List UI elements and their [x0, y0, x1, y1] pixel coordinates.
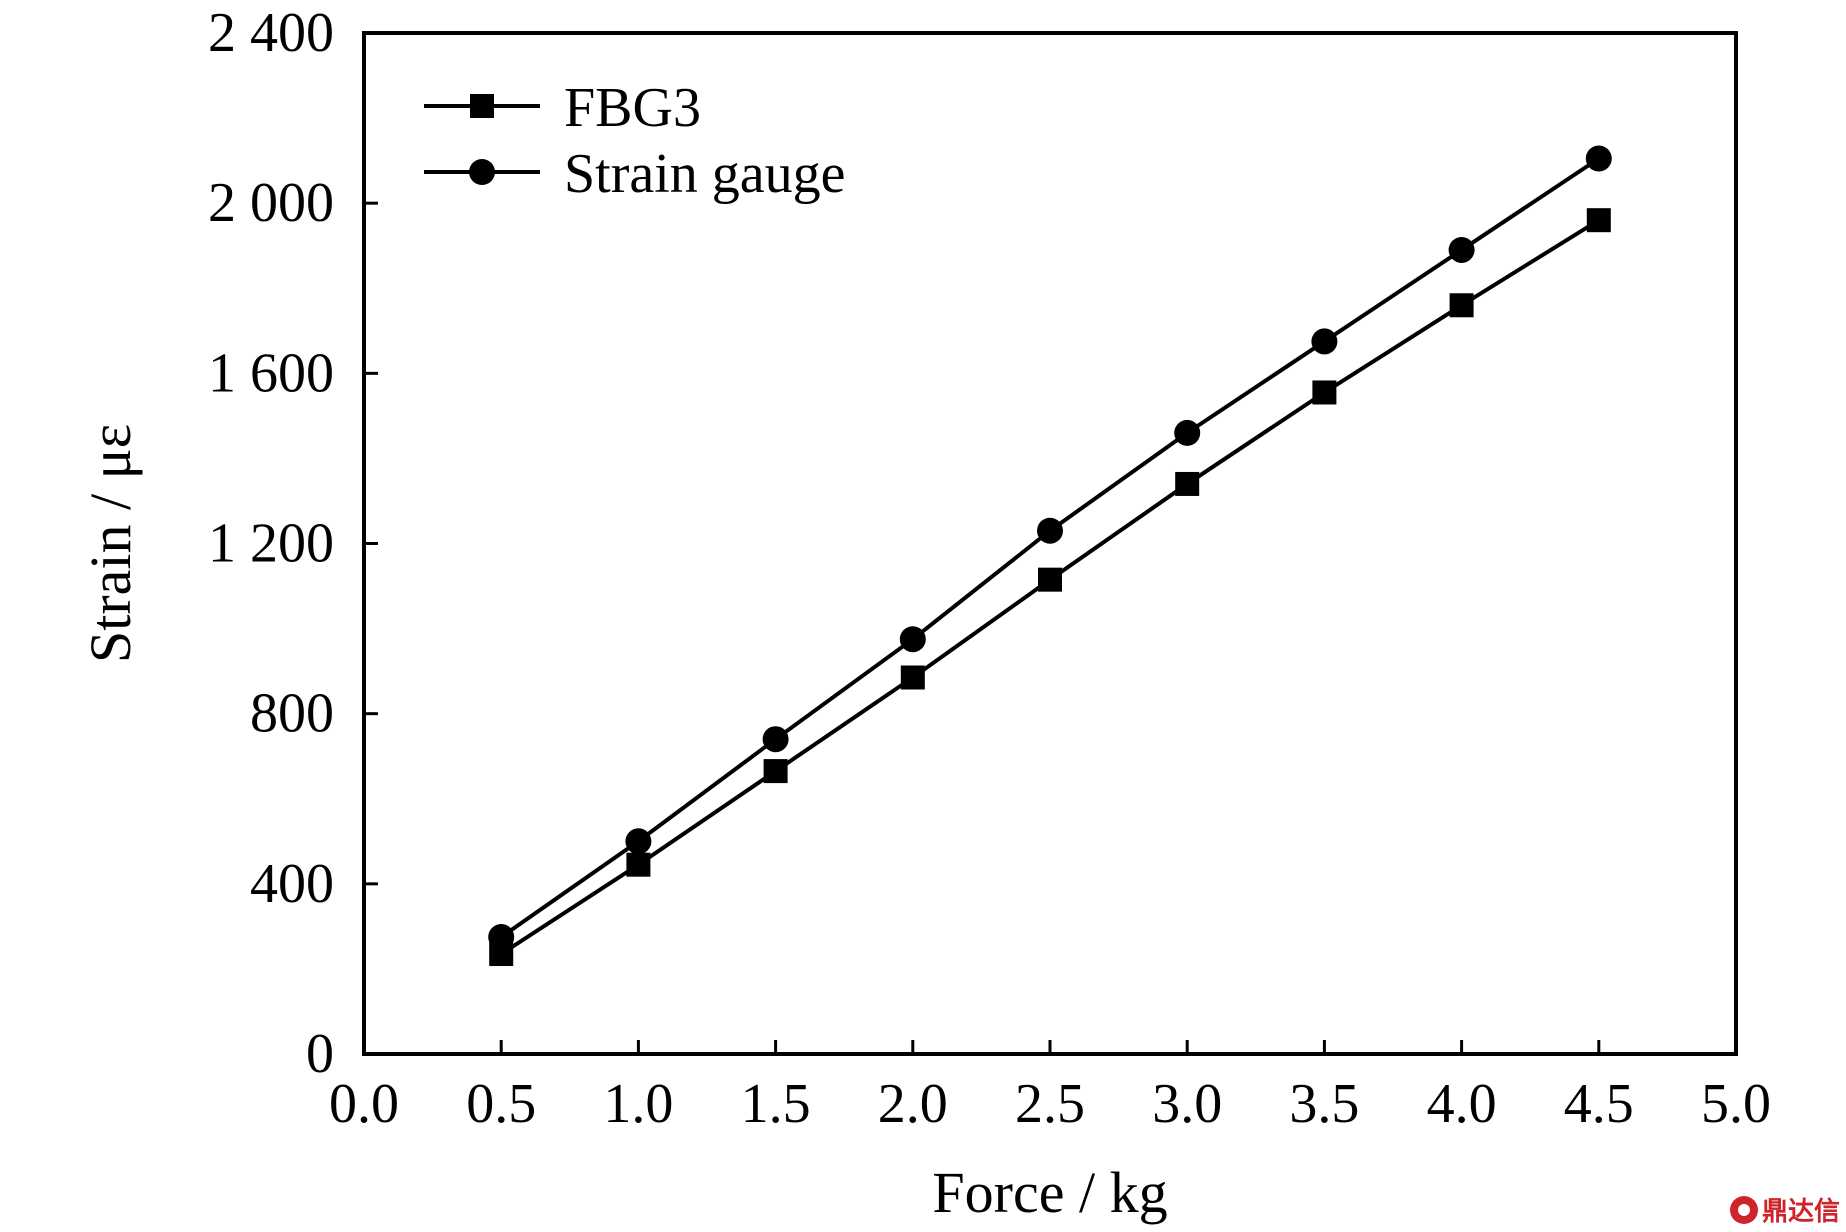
circle-marker: [1448, 236, 1475, 263]
x-tick-label: 3.5: [1289, 1073, 1359, 1135]
y-tick-label: 1 600: [208, 342, 334, 404]
x-tick-label: 0.0: [329, 1073, 399, 1135]
x-tick-label: 4.0: [1427, 1073, 1497, 1135]
square-marker: [900, 665, 925, 690]
circle-marker: [488, 924, 515, 951]
square-marker: [1586, 208, 1611, 233]
y-tick-label: 800: [250, 683, 334, 745]
series-group: [488, 145, 1612, 967]
axes: 0.0 0.5 1.0 1.5 2.0 2.5 3.0 3.5 4.0 4.5 5.0 0 400 800…: [78, 2, 1771, 1225]
legend-label: FBG3: [564, 77, 701, 139]
x-tick-label: 2.0: [878, 1073, 948, 1135]
x-axis-title: Force / kg: [932, 1160, 1167, 1225]
watermark-logo-icon: [1729, 1195, 1758, 1224]
legend-label: Strain gauge: [564, 143, 845, 205]
series-line: [500, 156, 1600, 939]
series-strain-gauge: [488, 145, 1612, 951]
watermark-text: 鼎达信: [1761, 1197, 1840, 1227]
y-tick-label: 2 400: [208, 2, 334, 64]
legend-circle-marker: [469, 159, 495, 185]
circle-marker: [762, 726, 789, 753]
x-tick-label: 2.5: [1015, 1073, 1085, 1135]
circle-marker: [1311, 328, 1338, 355]
circle-marker: [1037, 517, 1063, 544]
legend-item: Strain gauge: [424, 143, 845, 205]
x-tick-label: 4.5: [1564, 1073, 1634, 1135]
watermark: 鼎达信: [1729, 1191, 1840, 1228]
y-tick-label: 400: [250, 853, 334, 915]
x-tick-label: 1.0: [603, 1073, 673, 1135]
circle-marker: [899, 626, 926, 653]
y-tick-label: 2 000: [208, 172, 334, 234]
square-marker: [626, 852, 651, 877]
x-tick-label: 3.0: [1152, 1073, 1222, 1135]
square-marker: [1175, 471, 1200, 496]
circle-marker: [625, 828, 652, 855]
circle-marker: [1585, 145, 1612, 172]
x-tick-label: 0.5: [466, 1073, 536, 1135]
x-tick-label: 5.0: [1701, 1073, 1771, 1135]
series-fbg3: [489, 208, 1611, 967]
legend-square-marker: [470, 94, 494, 118]
square-marker: [1449, 293, 1474, 318]
square-marker: [763, 759, 788, 784]
legend-item: FBG3: [424, 77, 701, 139]
y-tick-label: 0: [306, 1023, 334, 1085]
square-marker: [1312, 380, 1337, 405]
square-marker: [1038, 567, 1062, 592]
y-tick-label: 1 200: [208, 513, 334, 575]
circle-marker: [1174, 419, 1201, 446]
x-tick-label: 1.5: [741, 1073, 811, 1135]
y-axis-title: Strain / με: [78, 424, 143, 663]
